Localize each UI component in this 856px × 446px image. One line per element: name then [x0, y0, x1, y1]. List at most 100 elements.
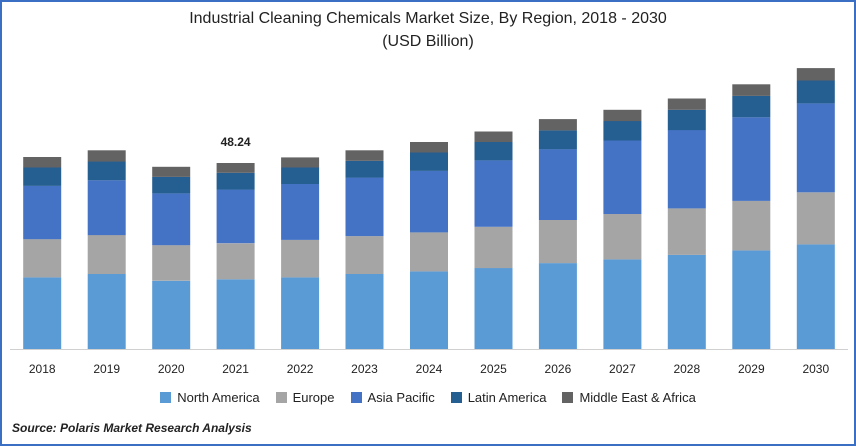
bar-segment-europe-2020 — [152, 245, 191, 281]
bar-segment-middle-east-africa-2018 — [23, 157, 62, 168]
bar-segment-middle-east-africa-2020 — [152, 166, 191, 177]
legend-item-north-america: North America — [160, 390, 260, 405]
bar-segment-asia-pacific-2021 — [216, 189, 255, 244]
source-note: Source: Polaris Market Research Analysis — [12, 421, 252, 435]
chart-subtitle: (USD Billion) — [382, 33, 474, 50]
x-tick-label-2024: 2024 — [416, 362, 443, 376]
bar-segment-europe-2021 — [216, 243, 255, 280]
bar-segment-asia-pacific-2026 — [538, 149, 577, 220]
x-tick-label-2026: 2026 — [545, 362, 572, 376]
bar-segment-north-america-2019 — [87, 274, 126, 349]
bar-segment-middle-east-africa-2024 — [410, 142, 448, 153]
legend-label-europe: Europe — [292, 390, 335, 405]
bar-segment-north-america-2022 — [281, 277, 320, 349]
bar-segment-latin-america-2020 — [152, 176, 191, 194]
bar-segment-europe-2028 — [667, 208, 706, 255]
bar-segment-latin-america-2026 — [538, 130, 577, 150]
bar-segment-europe-2018 — [23, 239, 62, 278]
legend-swatch-middle-east-africa — [562, 392, 574, 403]
bar-segment-europe-2023 — [345, 236, 384, 274]
bar-segment-asia-pacific-2028 — [667, 130, 706, 209]
bar-segment-asia-pacific-2023 — [345, 177, 384, 237]
bar-segment-north-america-2030 — [796, 244, 835, 349]
chart-title: Industrial Cleaning Chemicals Market Siz… — [189, 10, 667, 27]
bar-segment-asia-pacific-2022 — [281, 184, 320, 240]
bar-segment-middle-east-africa-2021 — [216, 163, 255, 173]
x-tick-label-2019: 2019 — [93, 362, 120, 376]
bar-segment-europe-2025 — [474, 226, 513, 269]
legend-item-europe: Europe — [275, 390, 335, 405]
bar-segment-north-america-2023 — [345, 274, 384, 349]
bar-segment-latin-america-2025 — [474, 142, 513, 161]
legend-item-asia-pacific: Asia Pacific — [350, 390, 435, 405]
x-tick-label-2029: 2029 — [738, 362, 765, 376]
bar-segment-latin-america-2018 — [23, 167, 62, 186]
bar-segment-europe-2022 — [281, 239, 320, 278]
bar-segment-asia-pacific-2029 — [732, 117, 771, 201]
x-tick-label-2027: 2027 — [609, 362, 636, 376]
legend-label-asia-pacific: Asia Pacific — [367, 390, 435, 405]
x-tick-label-2030: 2030 — [802, 362, 829, 376]
bar-segment-middle-east-africa-2026 — [538, 119, 577, 131]
bar-segment-latin-america-2023 — [345, 160, 384, 178]
bar-segment-asia-pacific-2025 — [474, 160, 513, 227]
bar-segment-north-america-2028 — [667, 254, 706, 349]
bar-segment-latin-america-2027 — [603, 121, 642, 141]
bar-segment-north-america-2024 — [410, 271, 448, 349]
bar-segment-middle-east-africa-2022 — [281, 157, 320, 168]
legend-swatch-asia-pacific — [350, 392, 362, 403]
bar-segment-middle-east-africa-2028 — [667, 98, 706, 110]
x-tick-label-2021: 2021 — [222, 362, 249, 376]
legend-swatch-europe — [275, 392, 287, 403]
bar-segment-middle-east-africa-2027 — [603, 109, 642, 122]
bar-segment-asia-pacific-2018 — [23, 185, 62, 240]
bar-segment-latin-america-2024 — [410, 152, 448, 171]
bar-segment-asia-pacific-2019 — [87, 180, 126, 236]
x-tick-label-2020: 2020 — [158, 362, 185, 376]
legend-label-north-america: North America — [177, 390, 260, 405]
bar-segment-latin-america-2028 — [667, 109, 706, 131]
bar-segment-middle-east-africa-2029 — [732, 84, 771, 96]
bar-segment-middle-east-africa-2023 — [345, 150, 384, 161]
bar-segment-europe-2019 — [87, 235, 126, 274]
bar-segment-middle-east-africa-2019 — [87, 150, 126, 162]
bar-segment-north-america-2021 — [216, 279, 255, 350]
bar-segment-asia-pacific-2027 — [603, 140, 642, 214]
legend-swatch-north-america — [160, 392, 172, 403]
bar-segment-europe-2024 — [410, 232, 448, 272]
value-callout-2021: 48.24 — [221, 135, 251, 149]
bar-segment-middle-east-africa-2030 — [796, 68, 835, 81]
bar-segment-north-america-2026 — [538, 263, 577, 349]
bar-segment-north-america-2027 — [603, 259, 642, 349]
bar-segment-latin-america-2021 — [216, 172, 255, 190]
legend-swatch-latin-america — [450, 392, 462, 403]
x-tick-label-2028: 2028 — [673, 362, 700, 376]
bar-segment-north-america-2018 — [23, 277, 62, 349]
bar-segment-north-america-2029 — [732, 250, 771, 349]
stacked-bar-chart: 2018 2019 2020 2021 48.24 2022 2023 2024 2025 202… — [10, 68, 848, 376]
legend-item-latin-america: Latin America — [450, 390, 547, 405]
x-tick-label-2022: 2022 — [287, 362, 314, 376]
bar-segment-north-america-2020 — [152, 280, 191, 350]
x-tick-label-2023: 2023 — [351, 362, 378, 376]
bar-segment-asia-pacific-2030 — [796, 103, 835, 193]
bar-segment-middle-east-africa-2025 — [474, 131, 513, 142]
legend-item-middle-east-africa: Middle East & Africa — [562, 390, 696, 405]
x-tick-label-2025: 2025 — [480, 362, 507, 376]
bar-segment-latin-america-2030 — [796, 80, 835, 104]
legend: North America Europe Asia Pacific Latin Ame… — [2, 390, 854, 405]
bar-segment-europe-2027 — [603, 214, 642, 260]
legend-label-latin-america: Latin America — [467, 390, 547, 405]
bar-segment-europe-2026 — [538, 220, 577, 264]
bar-segment-latin-america-2019 — [87, 161, 126, 181]
bar-segment-asia-pacific-2020 — [152, 193, 191, 246]
bar-segment-latin-america-2029 — [732, 95, 771, 118]
x-tick-label-2018: 2018 — [29, 362, 56, 376]
legend-label-middle-east-africa: Middle East & Africa — [579, 390, 696, 405]
bar-segment-europe-2029 — [732, 200, 771, 251]
bar-segment-europe-2030 — [796, 192, 835, 245]
bar-segment-north-america-2025 — [474, 268, 513, 349]
bar-segment-asia-pacific-2024 — [410, 170, 448, 233]
bar-segment-latin-america-2022 — [281, 167, 320, 184]
